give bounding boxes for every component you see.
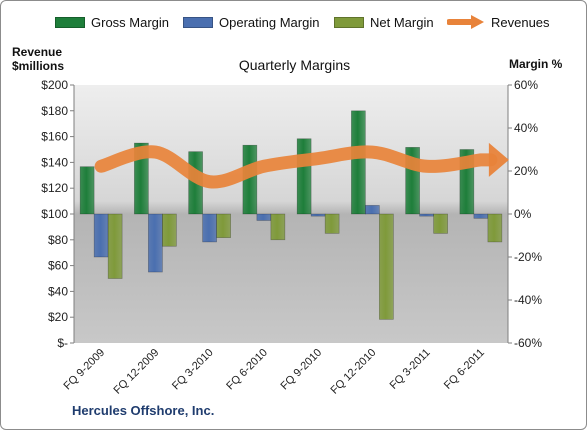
operating-margin-bar	[473, 213, 489, 219]
legend-label-revenues: Revenues	[491, 14, 550, 30]
chart-title: Quarterly Margins	[238, 57, 351, 73]
operating-margin-bar	[93, 213, 109, 258]
legend-operating-margin: Operating Margin	[183, 11, 319, 33]
category-label: FQ 6-2010	[224, 347, 270, 393]
net-margin-bar	[487, 213, 503, 243]
left-tick-label: $20	[48, 310, 68, 324]
gross-margin-bar	[351, 110, 366, 215]
operating-margin-bar	[419, 213, 434, 217]
left-tick-label: $60	[48, 259, 68, 273]
net-margin-bar	[433, 213, 448, 234]
left-tick-label: $100	[41, 207, 68, 221]
revenues-line	[94, 145, 498, 189]
category-label: FQ 3-2010	[170, 347, 216, 393]
legend-gross-margin: Gross Margin	[55, 11, 169, 33]
legend-label-operating: Operating Margin	[219, 14, 320, 30]
category-label: FQ 12-2009	[112, 347, 162, 397]
right-tick-label: -60%	[514, 336, 542, 350]
left-tick-label: $-	[57, 336, 68, 350]
gross-margin-bar	[79, 166, 95, 215]
legend: Gross Margin Operating Margin Net Margin…	[1, 11, 586, 33]
gross-margin-bar	[296, 138, 312, 215]
operating-margin-bar	[365, 205, 380, 215]
left-tick-label: $160	[41, 130, 68, 144]
legend-label-gross: Gross Margin	[91, 14, 170, 30]
right-tick-label: 40%	[514, 121, 538, 135]
left-tick-label: $120	[41, 181, 68, 195]
category-label: FQ 9-2010	[279, 347, 325, 393]
net-margin-bar	[379, 213, 394, 320]
net-margin-bar	[324, 213, 340, 234]
left-tick-label: $200	[41, 78, 68, 92]
left-axis-title-line2: $millions	[12, 59, 65, 73]
legend-swatch-net	[334, 16, 364, 28]
left-axis-title-line1: Revenue	[12, 45, 63, 59]
legend-swatch-operating	[183, 16, 213, 28]
operating-margin-bar	[202, 213, 217, 243]
category-label: FQ 9-2009	[62, 347, 108, 393]
right-tick-label: 20%	[514, 164, 538, 178]
left-axis-title: Revenue $millions	[12, 45, 64, 73]
legend-revenues: Revenues	[447, 11, 550, 33]
operating-margin-bar	[256, 213, 272, 221]
operating-margin-bar	[148, 213, 163, 273]
right-axis-title: Margin %	[509, 57, 563, 71]
legend-swatch-gross	[55, 16, 85, 28]
left-tick-label: $40	[48, 284, 68, 298]
right-tick-label: 60%	[514, 78, 538, 92]
left-tick-label: $80	[48, 233, 68, 247]
revenues-arrowhead	[488, 142, 509, 177]
net-margin-bar	[270, 213, 286, 241]
legend-swatch-revenues	[447, 15, 484, 29]
right-tick-label: -20%	[514, 250, 542, 264]
company-name: Hercules Offshore, Inc.	[72, 403, 215, 418]
legend-label-net: Net Margin	[370, 14, 434, 30]
category-label: FQ 6-2011	[442, 347, 487, 392]
category-label: FQ 3-2011	[388, 347, 433, 392]
net-margin-bar	[216, 213, 231, 238]
net-margin-bar	[162, 213, 177, 247]
legend-net-margin: Net Margin	[334, 11, 434, 33]
right-tick-label: -40%	[514, 293, 542, 307]
gross-margin-bar	[134, 142, 149, 215]
category-label: FQ 12-2010	[329, 347, 379, 397]
operating-margin-bar	[310, 213, 326, 217]
left-tick-label: $180	[41, 104, 68, 118]
right-tick-label: 0%	[514, 207, 532, 221]
net-margin-bar	[107, 213, 123, 279]
left-tick-label: $140	[41, 155, 68, 169]
